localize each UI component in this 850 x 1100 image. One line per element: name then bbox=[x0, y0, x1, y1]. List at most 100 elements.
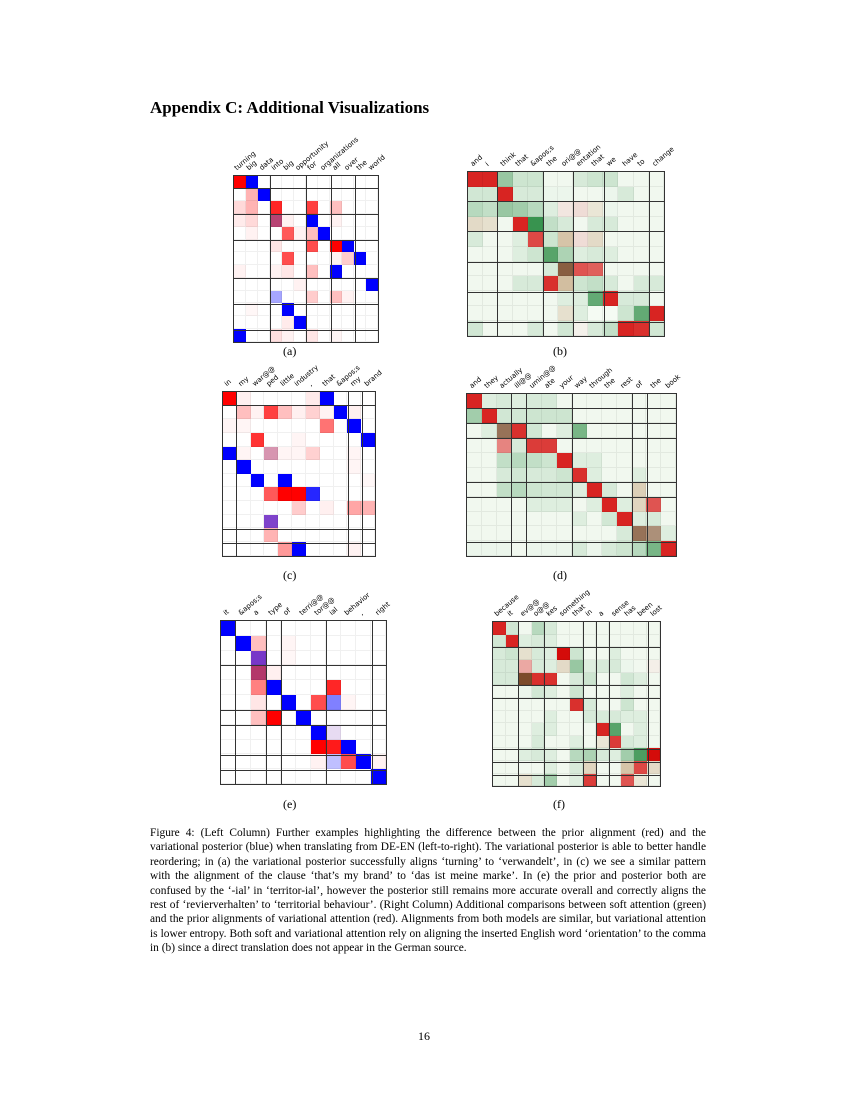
heatmap-cell bbox=[570, 723, 583, 736]
heatmap-cell bbox=[571, 467, 587, 483]
heatmap-cell bbox=[661, 394, 677, 409]
heatmap-cell bbox=[296, 680, 312, 696]
heatmap-cell bbox=[505, 710, 519, 724]
heatmap-cell bbox=[557, 647, 571, 660]
heatmap-cell bbox=[601, 423, 617, 439]
heatmap-cell bbox=[634, 647, 648, 660]
heatmap-cell bbox=[296, 769, 312, 784]
heatmap-cell bbox=[573, 172, 589, 187]
heatmap-cell bbox=[333, 501, 348, 515]
heatmap-cell bbox=[511, 452, 527, 468]
heatmap-cell bbox=[646, 438, 662, 453]
heatmap-cell bbox=[586, 482, 602, 498]
heatmap-cell bbox=[223, 473, 237, 488]
heatmap-cell bbox=[296, 754, 312, 770]
heatmap-cell bbox=[292, 392, 306, 406]
heatmap-cell bbox=[236, 769, 252, 784]
heatmap-cell bbox=[603, 231, 619, 247]
heatmap-cell bbox=[557, 672, 571, 686]
heatmap-cell bbox=[582, 723, 596, 736]
heatmap-cell bbox=[366, 188, 379, 202]
heatmap-cell bbox=[318, 328, 331, 342]
heatmap-cell bbox=[543, 186, 559, 202]
heatmap-cell bbox=[305, 501, 320, 515]
heatmap-cell bbox=[518, 735, 532, 749]
heatmap-cell bbox=[292, 501, 306, 515]
heatmap-cell bbox=[311, 621, 327, 636]
heatmap-cell bbox=[621, 735, 635, 749]
heatmap-cell bbox=[330, 226, 343, 240]
heatmap-cell bbox=[544, 697, 558, 711]
segment-divider bbox=[362, 391, 363, 557]
heatmap-cell bbox=[246, 176, 259, 189]
heatmap-cell bbox=[281, 650, 297, 666]
heatmap-cell bbox=[221, 739, 237, 755]
heatmap-cell bbox=[356, 635, 372, 651]
heatmap-grid bbox=[466, 393, 678, 557]
heatmap-cell bbox=[513, 306, 529, 322]
heatmap-cell bbox=[223, 446, 237, 461]
heatmap-cell bbox=[511, 394, 527, 409]
segment-divider bbox=[355, 175, 356, 343]
heatmap-cell bbox=[236, 405, 251, 420]
heatmap-cell bbox=[341, 680, 357, 696]
heatmap-cell bbox=[270, 226, 283, 240]
heatmap-cell bbox=[586, 394, 602, 409]
heatmap-cell bbox=[518, 634, 532, 648]
heatmap-cell bbox=[326, 665, 342, 681]
heatmap-cell bbox=[294, 188, 307, 202]
heatmap-cell bbox=[258, 201, 271, 215]
heatmap-cell bbox=[251, 621, 267, 636]
column-label: have bbox=[620, 150, 639, 168]
heatmap-cell bbox=[518, 659, 532, 673]
heatmap-cell bbox=[347, 541, 362, 556]
heatmap-cell bbox=[281, 695, 297, 710]
heatmap-cell bbox=[306, 290, 319, 304]
heatmap-cell bbox=[526, 541, 542, 556]
heatmap-cell bbox=[595, 622, 609, 635]
segment-divider bbox=[467, 261, 665, 263]
heatmap-cell bbox=[236, 501, 251, 515]
heatmap-cell bbox=[647, 634, 660, 648]
heatmap-cell bbox=[543, 246, 559, 262]
heatmap-cell bbox=[326, 635, 342, 651]
heatmap-cell bbox=[361, 419, 375, 433]
segment-divider bbox=[220, 710, 388, 711]
heatmap-cell bbox=[621, 634, 635, 648]
column-label: of bbox=[633, 379, 644, 390]
heatmap-cell bbox=[246, 252, 259, 266]
heatmap-cell bbox=[648, 306, 664, 322]
heatmap-cell bbox=[221, 724, 237, 740]
column-label: of bbox=[282, 606, 293, 617]
heatmap-cell bbox=[366, 226, 379, 240]
heatmap-cell bbox=[246, 201, 259, 215]
heatmap-cell bbox=[621, 710, 635, 724]
heatmap-cell bbox=[330, 290, 343, 304]
heatmap-cell bbox=[246, 303, 259, 317]
heatmap-cell bbox=[264, 528, 279, 542]
heatmap-cell bbox=[618, 291, 634, 307]
heatmap-cell bbox=[318, 303, 331, 317]
heatmap-cell bbox=[366, 290, 379, 304]
heatmap-cell bbox=[505, 735, 519, 749]
heatmap-cell bbox=[573, 201, 589, 217]
heatmap-cell bbox=[601, 526, 617, 542]
heatmap-cell bbox=[354, 277, 367, 291]
heatmap-cell bbox=[333, 446, 348, 461]
heatmap-cell bbox=[544, 647, 558, 660]
heatmap-cell bbox=[531, 748, 545, 762]
heatmap-cell bbox=[246, 265, 259, 278]
heatmap-cell bbox=[493, 723, 506, 736]
heatmap-cell bbox=[505, 748, 519, 762]
heatmap-cell bbox=[296, 724, 312, 740]
heatmap-cell bbox=[356, 695, 372, 710]
heatmap-cell bbox=[250, 528, 265, 542]
segment-divider bbox=[632, 393, 634, 557]
heatmap-cell bbox=[341, 665, 357, 681]
column-label: the bbox=[544, 154, 559, 168]
heatmap-cell bbox=[633, 216, 649, 232]
column-label: brand bbox=[362, 368, 384, 388]
heatmap-cell bbox=[341, 709, 357, 725]
heatmap-cell bbox=[318, 239, 331, 253]
heatmap-cell bbox=[631, 438, 647, 453]
